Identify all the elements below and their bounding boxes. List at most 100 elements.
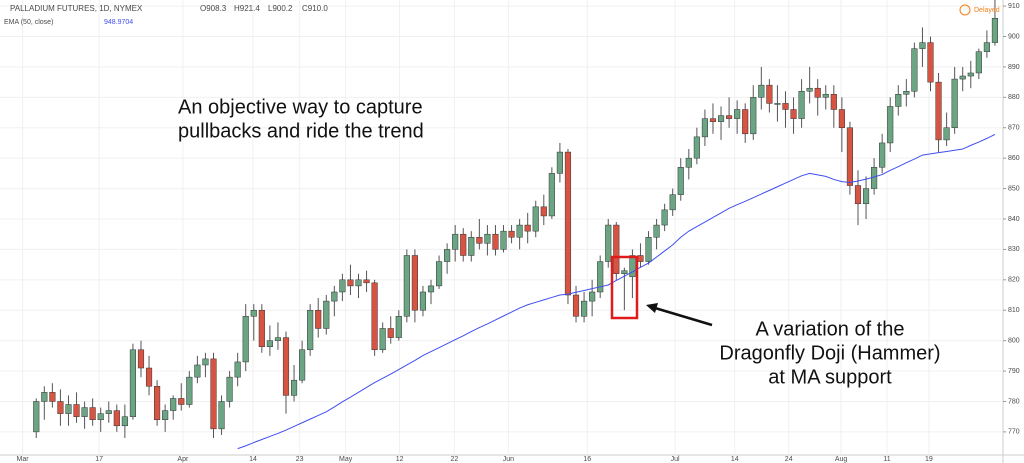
x-tick-label: Apr — [177, 456, 189, 463]
candle-body — [290, 379, 298, 396]
candle-body — [887, 106, 894, 144]
candle-body — [129, 349, 136, 417]
candle-body — [137, 349, 145, 369]
candle-body — [742, 109, 749, 135]
candle-body — [371, 282, 378, 351]
candle-body — [895, 94, 902, 107]
annotation: pullbacks and ride the trend — [178, 120, 424, 142]
candle-body — [355, 279, 362, 287]
candle-body — [57, 401, 64, 414]
candle-body — [838, 109, 845, 128]
x-tick-label: May — [339, 456, 353, 463]
candle-body — [339, 279, 346, 293]
candle-body — [637, 255, 644, 262]
candle-body — [548, 173, 555, 217]
candle-body — [73, 404, 80, 417]
y-tick-label: 890 — [1008, 64, 1020, 71]
candle-body — [65, 404, 72, 414]
candle-body — [234, 361, 241, 378]
candle-body — [532, 206, 539, 232]
y-tick-label: 830 — [1008, 246, 1020, 253]
candle-body — [452, 233, 459, 250]
candle-body — [468, 236, 475, 256]
annotation: An objective way to capture — [178, 96, 423, 118]
candle-body — [975, 51, 982, 74]
x-tick-label: Jun — [503, 456, 514, 463]
candle-body — [460, 233, 467, 256]
candle-body — [540, 206, 547, 217]
candle-body — [363, 279, 370, 284]
candle-body — [194, 364, 201, 378]
y-tick-label: 790 — [1008, 368, 1020, 375]
y-tick-label: 850 — [1008, 185, 1020, 192]
x-tick-label: 23 — [296, 456, 304, 463]
annotation: Dragonfly Doji (Hammer) — [719, 342, 940, 364]
y-tick-label: 860 — [1008, 155, 1020, 162]
candle-body — [186, 376, 193, 405]
candle-body — [629, 255, 636, 278]
candle-body — [81, 407, 88, 417]
candle-body — [854, 185, 862, 205]
candle-body — [484, 233, 491, 244]
candle-body — [299, 349, 306, 381]
candle-body — [951, 78, 958, 128]
x-tick-label: 11 — [883, 456, 890, 463]
candle-body — [822, 94, 829, 98]
candle-body — [717, 115, 725, 122]
candle-body — [935, 81, 942, 141]
y-tick-label: 810 — [1008, 307, 1020, 314]
candle-body — [170, 398, 177, 411]
candle-body — [379, 328, 386, 351]
x-tick-label: 22 — [450, 456, 458, 463]
candle-body — [113, 410, 120, 427]
x-tick-label: Jul — [671, 456, 680, 463]
candle-body — [242, 316, 249, 363]
candle-body — [524, 224, 531, 232]
y-tick-label: 840 — [1008, 216, 1020, 223]
candle-body — [830, 94, 837, 110]
arrow — [654, 306, 713, 327]
candle-body — [387, 328, 394, 338]
y-tick-label: 880 — [1008, 94, 1020, 101]
candle-body — [677, 167, 684, 195]
candle-body — [49, 392, 56, 402]
x-tick-label: 24 — [785, 456, 793, 463]
candle-body — [218, 401, 225, 430]
candle-body — [121, 416, 128, 427]
y-tick-label: 820 — [1008, 277, 1020, 284]
x-tick-label: 12 — [396, 456, 404, 463]
status-icon — [959, 4, 971, 16]
candle-body — [581, 300, 588, 317]
candle-body — [701, 118, 708, 138]
candle-body — [572, 294, 580, 317]
candle-body — [846, 127, 854, 186]
ohlc-label: H921.4 — [234, 4, 260, 13]
candle-body — [41, 392, 48, 402]
candle-body — [774, 103, 781, 105]
arrow-head — [646, 303, 658, 313]
candle-body — [258, 309, 265, 347]
ohlc-label: C910.0 — [302, 4, 328, 13]
candle-body — [814, 87, 821, 98]
candle-body — [266, 340, 273, 347]
candle-body — [669, 194, 676, 211]
x-tick-label: Aug — [835, 456, 848, 463]
candle-body — [685, 157, 692, 168]
ema-line — [237, 133, 996, 450]
candle-body — [105, 410, 112, 414]
candle-body — [991, 17, 999, 43]
candle-body — [202, 358, 209, 366]
candle-body — [653, 224, 660, 238]
candle-body — [162, 410, 169, 420]
status-label[interactable]: Delayed — [974, 7, 1000, 14]
y-tick-label: 870 — [1008, 125, 1020, 132]
candle-body — [33, 401, 40, 433]
x-tick-label: 14 — [731, 456, 739, 463]
ohlc-label: L900.2 — [268, 4, 293, 13]
candle-body — [661, 209, 668, 226]
indicator-value: 948.9704 — [104, 19, 133, 26]
candle-body — [178, 398, 185, 405]
candle-body — [419, 291, 427, 311]
